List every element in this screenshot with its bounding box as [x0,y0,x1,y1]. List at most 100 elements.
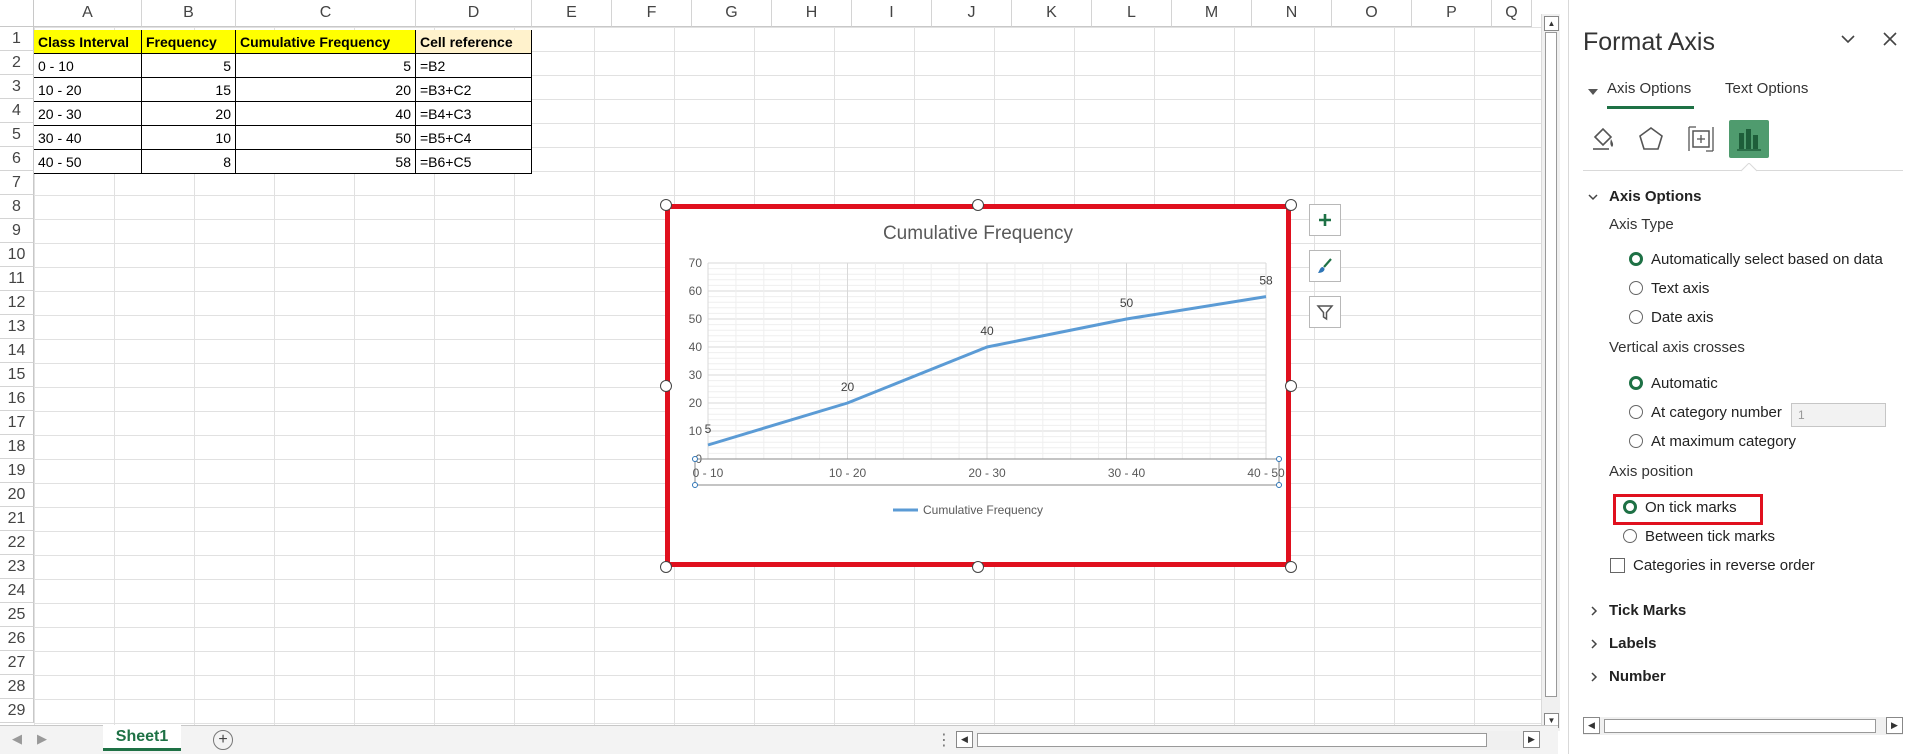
tab-dropdown-icon[interactable] [1587,84,1599,102]
header-cumulative-frequency[interactable]: Cumulative Frequency [236,30,416,54]
radio-position-on-tick[interactable] [1623,500,1637,514]
scroll-left-arrow-icon[interactable]: ◀ [956,731,973,748]
category-number-input[interactable]: 1 [1791,403,1886,427]
row-header[interactable]: 2 [0,51,34,75]
row-header[interactable]: 18 [0,435,34,459]
row-header[interactable]: 19 [0,459,34,483]
select-all-corner[interactable] [0,0,34,27]
resize-handle-top[interactable] [972,199,984,211]
axis-options-button[interactable] [1729,120,1769,158]
pane-scroll-thumb[interactable] [1604,719,1876,733]
row-header[interactable]: 6 [0,147,34,171]
row-header[interactable]: 13 [0,315,34,339]
row-header[interactable]: 29 [0,699,34,723]
horizontal-scroll-thumb[interactable] [977,733,1487,747]
cell-frequency[interactable]: 15 [142,78,236,102]
sheet-prev-icon[interactable]: ◀ [12,731,22,746]
resize-handle-bottom-left[interactable] [660,561,672,573]
cell-class-interval[interactable]: 0 - 10 [34,54,142,78]
chart-styles-button[interactable] [1309,250,1341,282]
radio-crosses-category-number[interactable] [1629,405,1643,419]
chevron-down-small-icon[interactable] [1587,190,1599,208]
scroll-right-arrow-icon[interactable]: ▶ [1523,731,1540,748]
section-tick-marks[interactable]: Tick Marks [1609,602,1687,619]
column-header[interactable]: A [34,0,142,27]
column-header[interactable]: G [692,0,772,27]
row-header[interactable]: 14 [0,339,34,363]
column-header[interactable]: Q [1492,0,1532,27]
column-header[interactable]: M [1172,0,1252,27]
cell-frequency[interactable]: 8 [142,150,236,174]
cell-reference[interactable]: =B6+C5 [416,150,532,174]
radio-crosses-automatic[interactable] [1629,376,1643,390]
row-header[interactable]: 25 [0,603,34,627]
row-header[interactable]: 9 [0,219,34,243]
cell-cumulative[interactable]: 58 [236,150,416,174]
radio-axis-type-auto[interactable] [1629,252,1643,266]
row-header[interactable]: 1 [0,27,34,51]
row-header[interactable]: 17 [0,411,34,435]
chevron-right-icon[interactable] [1589,670,1599,688]
sheet-next-icon[interactable]: ▶ [37,731,47,746]
pane-horizontal-scrollbar[interactable]: ◀ ▶ [1583,717,1903,735]
cell-class-interval[interactable]: 30 - 40 [34,126,142,150]
column-header[interactable]: N [1252,0,1332,27]
row-header[interactable]: 8 [0,195,34,219]
row-header[interactable]: 27 [0,651,34,675]
scroll-right-arrow-icon[interactable]: ▶ [1886,717,1903,734]
row-header[interactable]: 11 [0,267,34,291]
cell-class-interval[interactable]: 10 - 20 [34,78,142,102]
cell-frequency[interactable]: 10 [142,126,236,150]
resize-handle-bottom[interactable] [972,561,984,573]
column-header[interactable]: C [236,0,416,27]
row-header[interactable]: 24 [0,579,34,603]
chevron-down-icon[interactable] [1839,30,1857,54]
chart-elements-button[interactable] [1309,204,1341,236]
row-header[interactable]: 4 [0,99,34,123]
header-frequency[interactable]: Frequency [142,30,236,54]
resize-handle-bottom-right[interactable] [1285,561,1297,573]
row-header[interactable]: 15 [0,363,34,387]
column-header[interactable]: K [1012,0,1092,27]
chart-filters-button[interactable] [1309,296,1341,328]
radio-axis-type-date[interactable] [1629,310,1643,324]
cell-reference[interactable]: =B5+C4 [416,126,532,150]
horizontal-scrollbar[interactable]: ◀ ▶ [956,731,1540,750]
cell-reference[interactable]: =B2 [416,54,532,78]
column-header[interactable]: D [416,0,532,27]
column-header[interactable]: I [852,0,932,27]
column-header[interactable]: B [142,0,236,27]
column-header[interactable]: F [612,0,692,27]
header-cell-reference[interactable]: Cell reference [416,30,532,54]
cell-cumulative[interactable]: 50 [236,126,416,150]
section-number[interactable]: Number [1609,668,1666,685]
radio-axis-type-text[interactable] [1629,281,1643,295]
row-header[interactable]: 16 [0,387,34,411]
chevron-right-icon[interactable] [1589,637,1599,655]
vertical-scroll-thumb[interactable] [1545,32,1557,697]
section-labels[interactable]: Labels [1609,635,1657,652]
row-header[interactable]: 23 [0,555,34,579]
cell-cumulative[interactable]: 20 [236,78,416,102]
column-header[interactable]: O [1332,0,1412,27]
cell-reference[interactable]: =B3+C2 [416,78,532,102]
column-header[interactable]: E [532,0,612,27]
reverse-order-checkbox[interactable] [1610,558,1625,573]
radio-position-between[interactable] [1623,529,1637,543]
row-header[interactable]: 21 [0,507,34,531]
row-header[interactable]: 26 [0,627,34,651]
row-header[interactable]: 10 [0,243,34,267]
tab-text-options[interactable]: Text Options [1725,80,1809,97]
scroll-up-arrow-icon[interactable]: ▲ [1544,16,1559,31]
plus-circle-icon[interactable]: + [213,730,233,750]
split-handle-icon[interactable]: ⋮ [936,732,952,749]
scroll-left-arrow-icon[interactable]: ◀ [1583,717,1600,734]
row-header[interactable]: 28 [0,675,34,699]
cell-cumulative[interactable]: 5 [236,54,416,78]
column-header[interactable]: P [1412,0,1492,27]
sheet-tab[interactable]: Sheet1 [103,725,181,751]
header-class-interval[interactable]: Class Interval [34,30,142,54]
cell-frequency[interactable]: 5 [142,54,236,78]
resize-handle-top-left[interactable] [660,199,672,211]
